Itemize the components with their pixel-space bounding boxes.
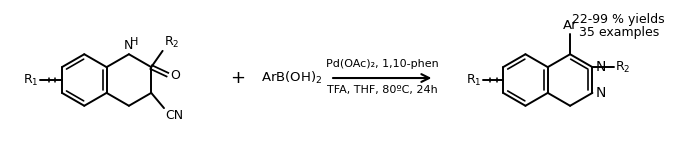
- Text: Ar: Ar: [563, 19, 577, 32]
- Text: R$_1$: R$_1$: [23, 72, 38, 87]
- Text: 35 examples: 35 examples: [579, 26, 659, 39]
- Text: N: N: [595, 86, 606, 100]
- Text: R$_1$: R$_1$: [466, 72, 482, 87]
- Text: ArB(OH)$_2$: ArB(OH)$_2$: [261, 70, 322, 86]
- Text: R$_2$: R$_2$: [615, 60, 630, 75]
- Text: R$_2$: R$_2$: [163, 35, 179, 50]
- Text: CN: CN: [165, 109, 183, 122]
- Text: Pd(OAc)₂, 1,10-phen: Pd(OAc)₂, 1,10-phen: [326, 59, 439, 69]
- Text: TFA, THF, 80ºC, 24h: TFA, THF, 80ºC, 24h: [327, 85, 437, 95]
- Text: +: +: [230, 69, 246, 87]
- Text: N: N: [595, 60, 606, 74]
- Text: H: H: [129, 37, 138, 47]
- Text: N: N: [125, 39, 134, 52]
- Text: O: O: [170, 69, 180, 82]
- Text: 22-99 % yields: 22-99 % yields: [572, 13, 665, 26]
